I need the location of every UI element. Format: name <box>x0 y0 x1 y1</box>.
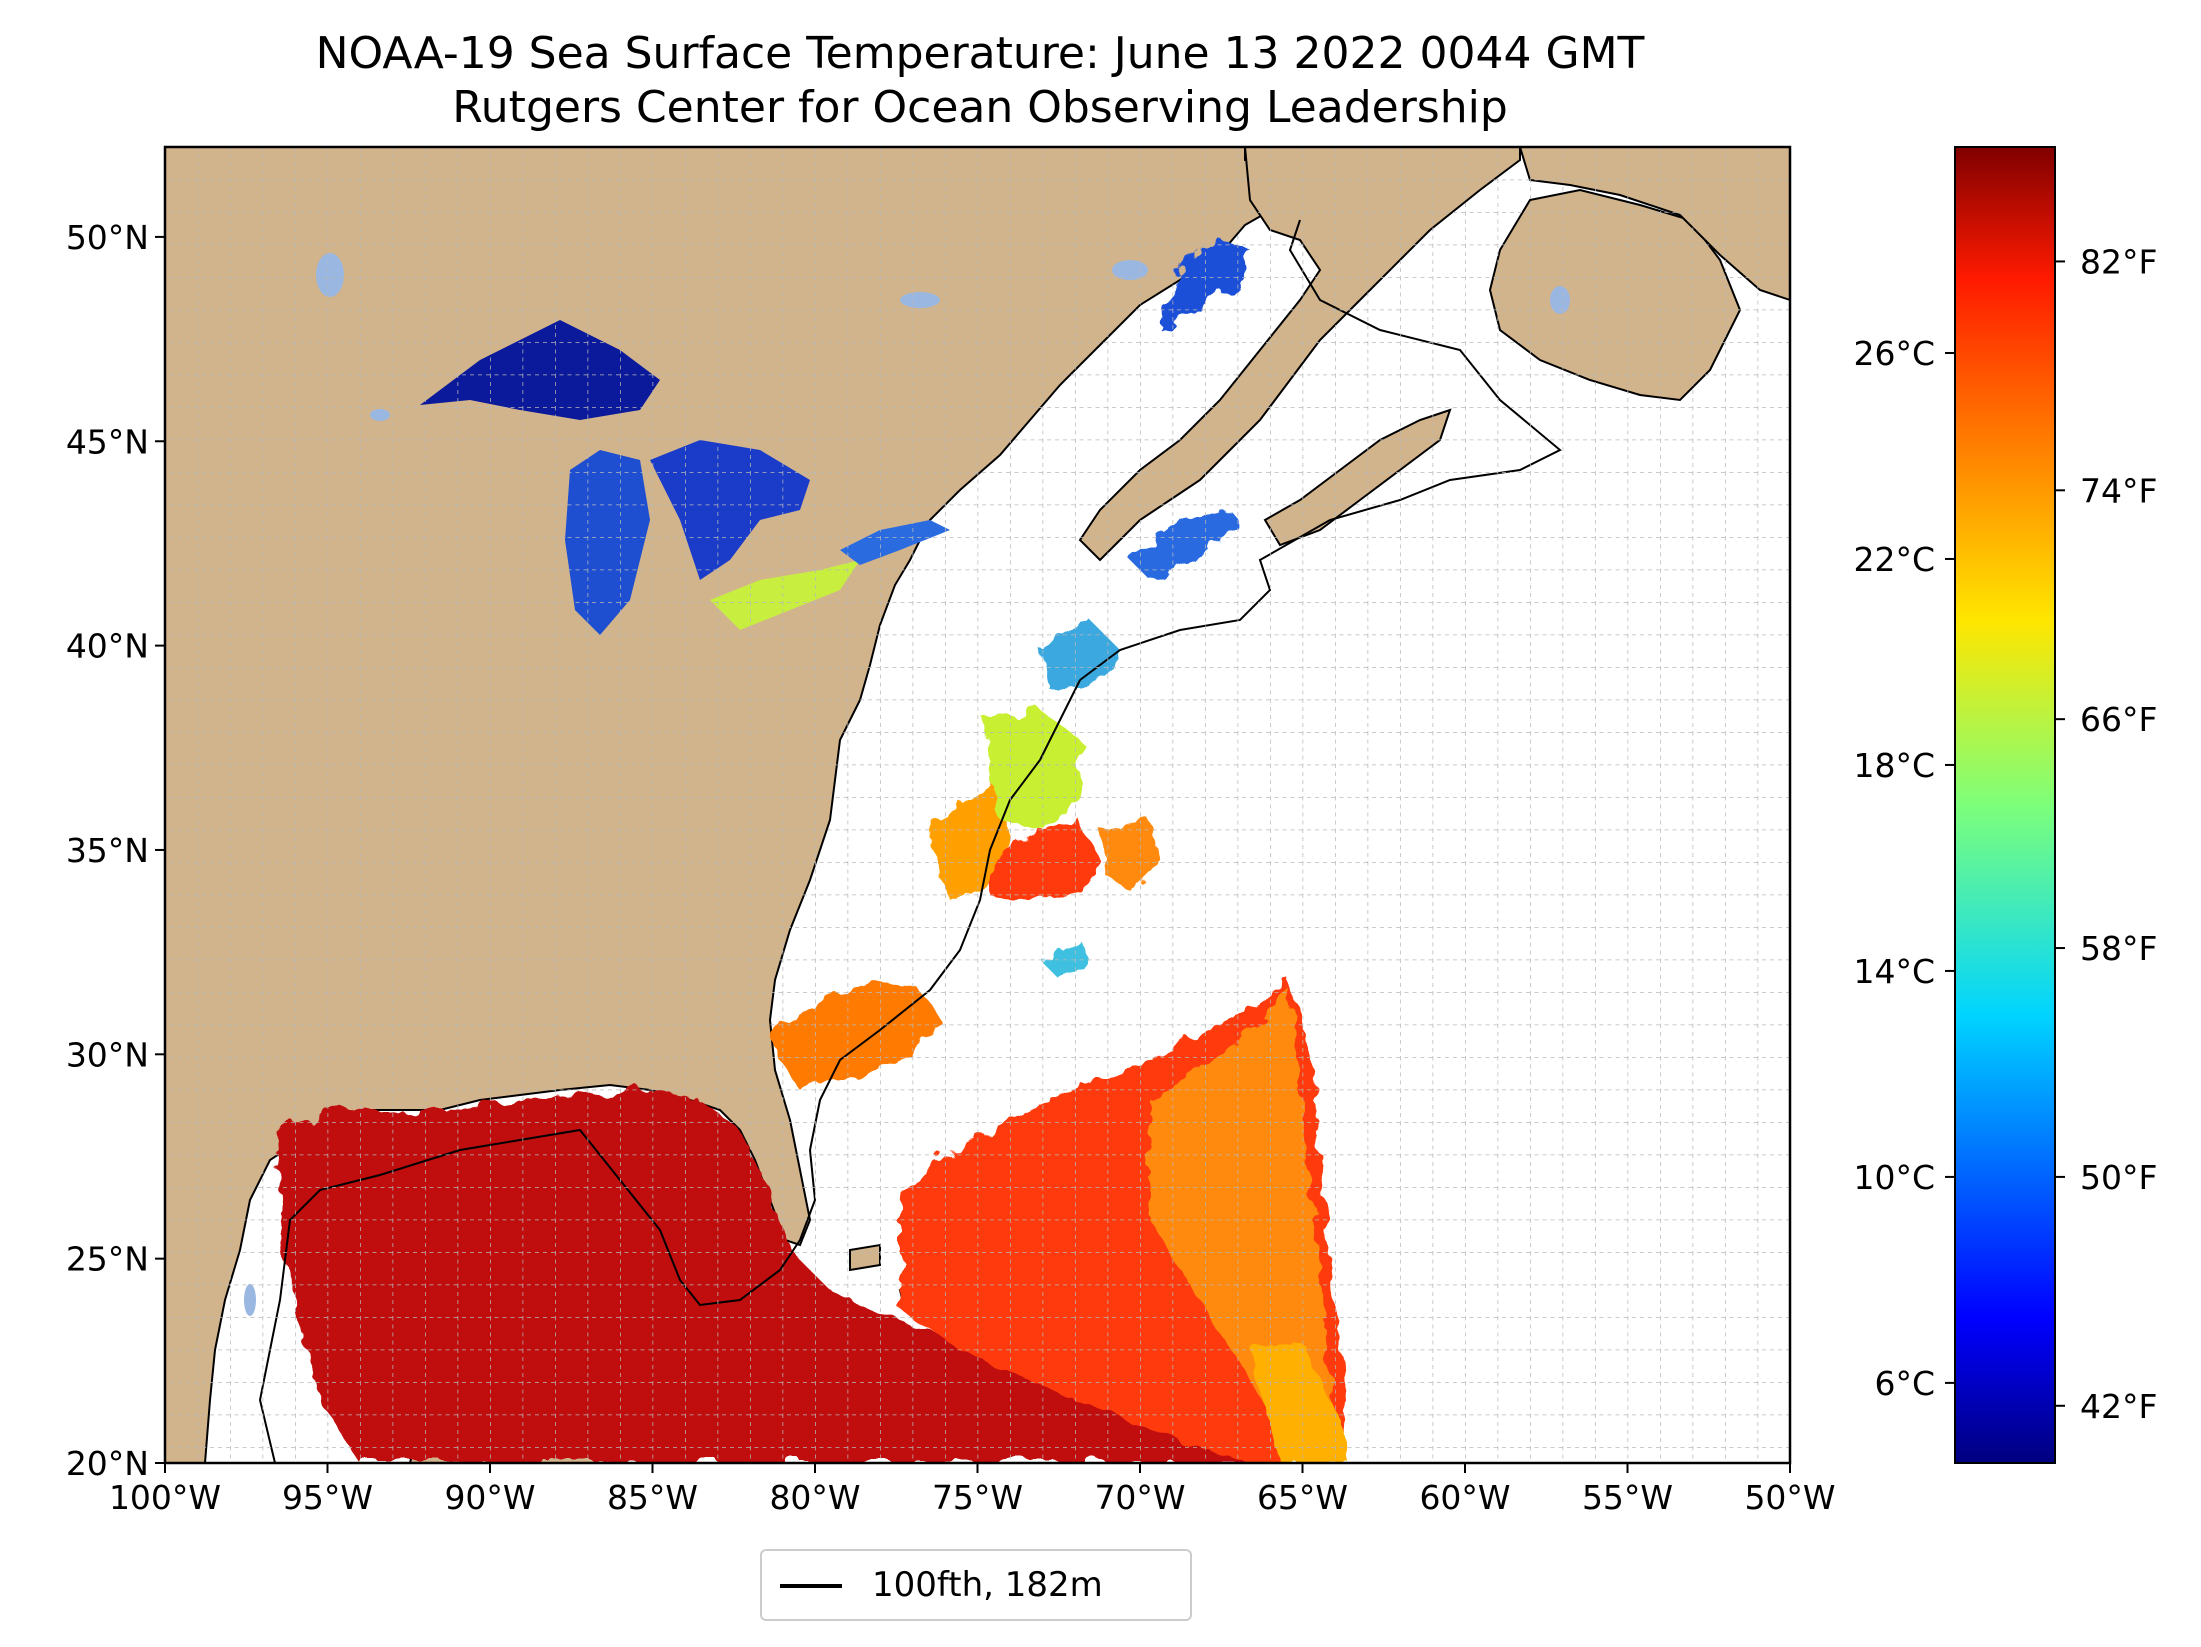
lat-tick-label: 30°N <box>66 1035 149 1074</box>
lon-tick-label: 55°W <box>1582 1478 1673 1517</box>
celsius-tick-label: 10°C <box>1853 1158 1935 1197</box>
lon-tick-label: 85°W <box>607 1478 698 1517</box>
lon-tick-label: 65°W <box>1257 1478 1348 1517</box>
fahrenheit-tick-label: 58°F <box>2080 929 2157 968</box>
lat-tick-label: 25°N <box>66 1240 149 1279</box>
colorbar <box>1954 146 2056 1464</box>
lat-tick-label: 20°N <box>66 1444 149 1483</box>
colorbar-ticks: 42°F 50°F 58°F 66°F 74°F 82°F 6°C 10°C 14°C 18°C 2… <box>1853 242 2157 1425</box>
lon-tick-label: 95°W <box>282 1478 373 1517</box>
legend-label: 100fth, 182m <box>872 1565 1103 1605</box>
lon-tick-label: 80°W <box>769 1478 860 1517</box>
celsius-tick-label: 18°C <box>1853 746 1935 785</box>
lat-tick-label: 35°N <box>66 831 149 870</box>
lon-tick-label: 100°W <box>109 1478 221 1517</box>
legend: 100fth, 182m <box>760 1549 1192 1621</box>
latitude-axis: 20°N 25°N 30°N 35°N 40°N 45°N 50°N <box>66 218 165 1483</box>
celsius-tick-label: 26°C <box>1853 334 1935 373</box>
map-title: NOAA-19 Sea Surface Temperature: June 13… <box>315 28 1645 79</box>
lon-tick-label: 75°W <box>932 1478 1023 1517</box>
lon-tick-label: 50°W <box>1744 1478 1835 1517</box>
longitude-axis: 100°W 95°W 90°W 85°W 80°W 75°W 70°W 65°W 60°W 55°… <box>109 1463 1836 1517</box>
lat-tick-label: 40°N <box>66 627 149 666</box>
fahrenheit-tick-label: 82°F <box>2080 242 2157 281</box>
lat-tick-label: 45°N <box>66 422 149 461</box>
lat-tick-label: 50°N <box>66 218 149 257</box>
lon-tick-label: 90°W <box>444 1478 535 1517</box>
celsius-tick-label: 6°C <box>1874 1364 1935 1403</box>
fahrenheit-tick-label: 66°F <box>2080 700 2157 739</box>
fahrenheit-tick-label: 42°F <box>2080 1387 2157 1426</box>
map-subtitle: Rutgers Center for Ocean Observing Leade… <box>452 82 1508 133</box>
fahrenheit-tick-label: 50°F <box>2080 1158 2157 1197</box>
fahrenheit-tick-label: 74°F <box>2080 471 2157 510</box>
lon-tick-label: 70°W <box>1094 1478 1185 1517</box>
lon-tick-label: 60°W <box>1419 1478 1510 1517</box>
celsius-tick-label: 22°C <box>1853 540 1935 579</box>
legend-line-swatch <box>780 1584 842 1588</box>
map-area <box>165 147 1790 1463</box>
celsius-tick-label: 14°C <box>1853 952 1935 991</box>
